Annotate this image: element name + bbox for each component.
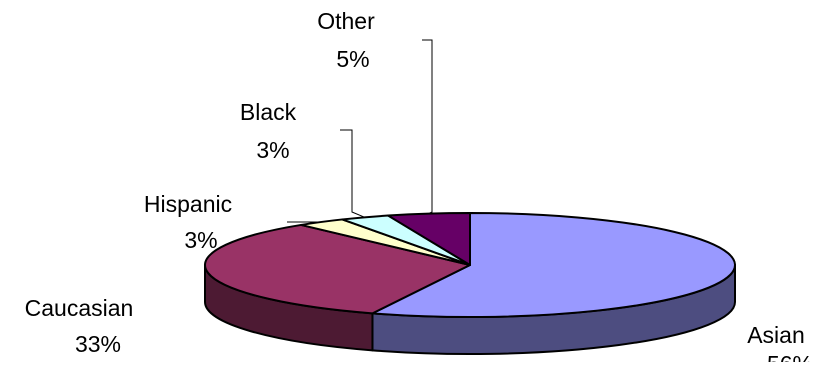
- label-value-other: 5%: [336, 46, 369, 72]
- label-value-asian: 56%: [767, 351, 813, 362]
- leader-line-black: [340, 130, 365, 217]
- label-value-black: 3%: [256, 137, 289, 163]
- label-category-other: Other: [317, 8, 375, 34]
- label-category-asian: Asian: [747, 322, 805, 348]
- leader-line-other: [422, 40, 432, 214]
- label-category-caucasian: Caucasian: [25, 295, 134, 321]
- label-value-caucasian: 33%: [75, 331, 121, 357]
- label-category-hispanic: Hispanic: [144, 191, 232, 217]
- label-value-hispanic: 3%: [184, 227, 217, 253]
- label-category-black: Black: [240, 99, 297, 125]
- pie-slices: [205, 213, 735, 317]
